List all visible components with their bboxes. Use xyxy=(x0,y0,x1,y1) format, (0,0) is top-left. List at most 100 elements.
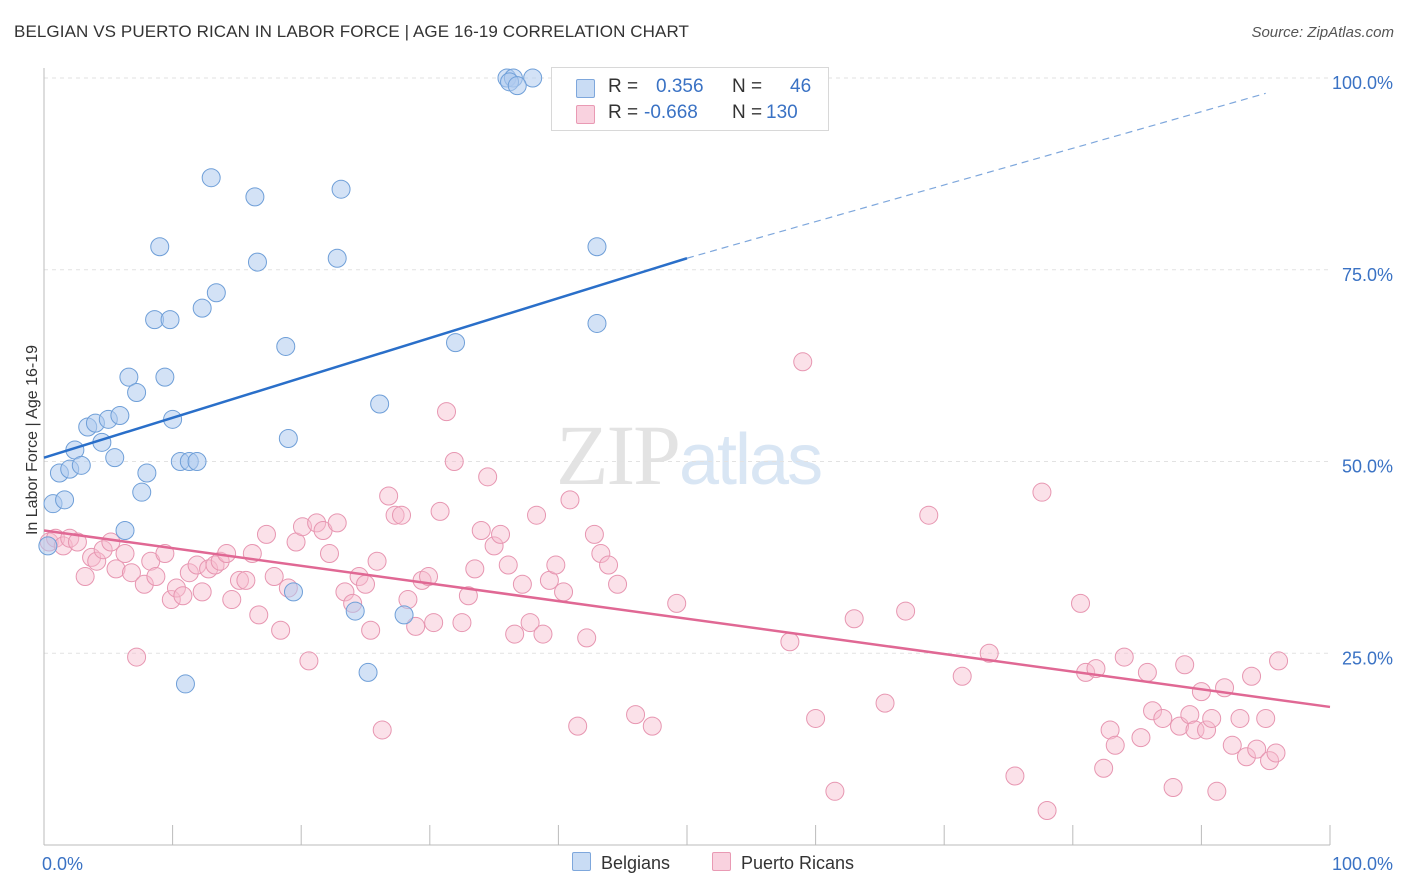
puerto-rican-point xyxy=(299,651,319,671)
puerto-rican-point xyxy=(527,505,547,525)
puerto-rican-point xyxy=(577,628,597,648)
puerto-rican-point xyxy=(1247,739,1267,759)
puerto-rican-point xyxy=(560,490,580,510)
puerto-rican-point xyxy=(155,544,175,564)
belgian-point xyxy=(137,463,157,483)
puerto-rican-point xyxy=(106,559,126,579)
gridlines xyxy=(44,77,1330,654)
puerto-rican-point xyxy=(1236,747,1256,767)
tick-labels: 25.0% 50.0% 75.0% 100.0% 0.0% 100.0% xyxy=(42,73,1393,874)
puerto-rican-point xyxy=(465,559,485,579)
puerto-rican-point xyxy=(478,467,498,487)
puerto-rican-point xyxy=(1094,758,1114,778)
puerto-rican-point xyxy=(1131,728,1151,748)
trend-lines xyxy=(43,92,1331,709)
puerto-rican-point xyxy=(533,624,553,644)
puerto-rican-point xyxy=(1153,708,1173,728)
puerto-rican-point xyxy=(87,551,107,571)
y-tick-label: 75.0% xyxy=(1342,265,1393,285)
legend-n-label: N = xyxy=(732,102,763,123)
puerto-ricans-swatch xyxy=(576,105,595,124)
puerto-rican-point xyxy=(93,540,113,560)
puerto-rican-point xyxy=(1137,662,1157,682)
belgian-point xyxy=(507,76,527,96)
belgian-point xyxy=(201,168,221,188)
puerto-rican-point xyxy=(1207,781,1227,801)
belgian-point xyxy=(331,179,351,199)
puerto-rican-point xyxy=(356,574,375,594)
puerto-ricans-points xyxy=(39,352,1289,820)
puerto-rican-point xyxy=(484,536,504,556)
puerto-rican-point xyxy=(1222,735,1242,755)
puerto-rican-point xyxy=(1230,708,1250,728)
belgian-point xyxy=(394,605,414,625)
puerto-rican-point xyxy=(385,505,405,525)
correlation-legend: R = 0.356 N = 46 R = -0.668 N = 130 xyxy=(551,67,829,131)
legend-r-value: -0.668 xyxy=(644,102,698,123)
puerto-rican-point xyxy=(1143,701,1163,721)
puerto-rican-point xyxy=(319,544,339,564)
puerto-rican-point xyxy=(146,567,166,587)
puerto-rican-point xyxy=(121,563,141,583)
belgian-point xyxy=(127,382,147,402)
puerto-rican-point xyxy=(307,513,327,533)
puerto-rican-point xyxy=(1105,735,1125,755)
puerto-rican-point xyxy=(419,567,439,587)
puerto-rican-point xyxy=(271,620,291,640)
puerto-rican-point xyxy=(793,352,813,372)
puerto-rican-point xyxy=(115,544,135,564)
puerto-rican-point xyxy=(599,555,619,575)
legend-n-value: 46 xyxy=(790,76,812,97)
puerto-rican-point xyxy=(642,716,662,736)
watermark-atlas: atlas xyxy=(679,420,823,500)
puerto-rican-point xyxy=(1032,482,1052,502)
puerto-rican-point xyxy=(554,582,574,602)
x-tick-label-min: 0.0% xyxy=(42,854,83,874)
puerto-rican-point xyxy=(424,613,444,633)
puerto-ricans-trend-line xyxy=(43,529,1331,709)
puerto-rican-point xyxy=(67,532,87,552)
puerto-rican-point xyxy=(256,524,276,544)
belgian-point xyxy=(370,394,390,414)
puerto-rican-point xyxy=(952,666,972,686)
puerto-rican-point xyxy=(205,555,225,575)
y-tick-label: 50.0% xyxy=(1342,457,1393,477)
puerto-rican-point xyxy=(979,643,999,663)
belgian-point xyxy=(276,336,296,356)
bottom-legend-belgians: Belgians xyxy=(572,852,670,874)
axes xyxy=(43,68,1331,846)
puerto-rican-point xyxy=(372,720,392,740)
belgian-point xyxy=(132,482,152,502)
y-axis-label: In Labor Force | Age 16-19 xyxy=(24,344,41,536)
puerto-rican-point xyxy=(327,513,347,533)
source-credit: Source: ZipAtlas.com xyxy=(1251,24,1394,41)
puerto-rican-point xyxy=(236,570,256,590)
belgian-point xyxy=(155,367,175,387)
puerto-rican-point xyxy=(367,551,387,571)
belgian-point xyxy=(192,298,212,318)
puerto-rican-point xyxy=(512,574,532,594)
puerto-rican-point xyxy=(546,555,566,575)
puerto-rican-point xyxy=(444,452,464,471)
belgians-points xyxy=(38,68,607,694)
puerto-rican-point xyxy=(458,586,478,606)
belgian-point xyxy=(358,662,378,682)
puerto-rican-point xyxy=(379,486,399,506)
belgians-trend-extension xyxy=(686,92,1266,259)
belgians-legend-swatch xyxy=(572,852,591,871)
puerto-rican-point xyxy=(505,624,525,644)
puerto-rican-point xyxy=(1180,705,1200,725)
belgian-point xyxy=(175,674,195,694)
puerto-ricans-legend-swatch xyxy=(712,852,731,871)
belgian-point xyxy=(327,248,347,268)
puerto-rican-point xyxy=(584,524,604,544)
belgian-point xyxy=(150,237,170,257)
puerto-rican-point xyxy=(82,547,102,567)
puerto-rican-point xyxy=(406,616,426,636)
watermark: ZIPatlas xyxy=(556,405,823,505)
puerto-rican-point xyxy=(173,586,193,606)
belgians-trend-line xyxy=(43,257,688,459)
puerto-rican-point xyxy=(437,402,457,422)
puerto-rican-point xyxy=(264,567,284,587)
belgian-point xyxy=(71,455,91,475)
